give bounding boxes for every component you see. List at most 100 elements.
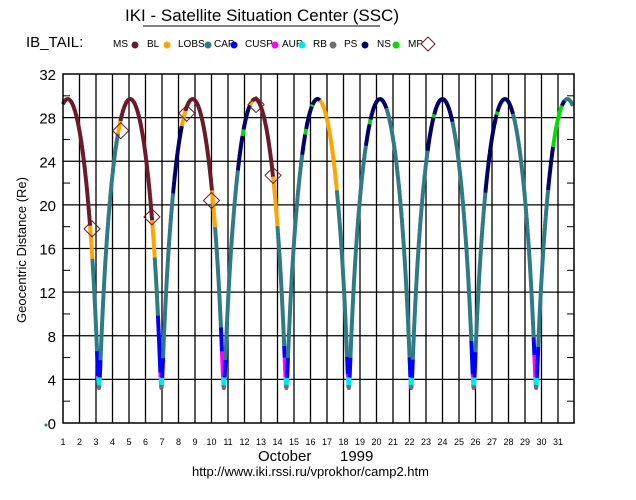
orbit-segment-bl (271, 174, 280, 229)
x-tick-label: 10 (206, 437, 216, 447)
orbit-segment-cap (531, 336, 537, 357)
orbit-segment-lobs (152, 256, 160, 318)
orbit-segment-ps (559, 98, 567, 108)
x-axis-month: October (258, 448, 311, 465)
orbit-segment-ps (310, 97, 322, 107)
orbit-segment-lobs (510, 111, 536, 340)
x-tick-label: 12 (239, 437, 249, 447)
legend-label-ps: PS (344, 39, 358, 50)
magnetopause-crossing-marker (202, 191, 221, 210)
legend-marker-bl (163, 41, 171, 49)
x-tick-label: 13 (256, 437, 266, 447)
x-tick-label: 14 (272, 437, 282, 447)
x-tick-label: 28 (503, 437, 513, 447)
orbit-segment-lobs (473, 190, 488, 354)
x-tick-label: 31 (553, 437, 563, 447)
x-tick-label: 25 (454, 437, 464, 447)
orbit-segment-lobs (334, 188, 350, 359)
orbit-segment-lobs (275, 224, 287, 349)
legend-label-bl: BL (147, 39, 160, 50)
orbit-segment-rb (346, 383, 352, 391)
legend: MS BL LOBS CAP CUSP AUR RB PS NS MP (113, 36, 436, 52)
orbit-segment-cap (472, 350, 478, 379)
y-tick-label: 32 (39, 67, 56, 84)
y-tick-label: 4 (48, 372, 56, 389)
origin-dot (44, 423, 48, 427)
magnetopause-crossing-marker (112, 122, 130, 140)
x-tick-label: 19 (355, 437, 365, 447)
orbit-segment-cusp (219, 350, 226, 379)
orbit-segment-lobs (90, 257, 100, 354)
x-tick-label: 9 (192, 437, 197, 447)
orbit-segment-cap (155, 314, 163, 375)
legend-label-mp: MP (408, 39, 423, 50)
orbit-segment-ps (546, 145, 556, 192)
orbit-segment-ps (368, 97, 389, 122)
orbit-segment-lobs (450, 119, 474, 344)
orbit-segment-lobs (161, 191, 176, 360)
orbit-segment-bl (88, 224, 95, 261)
y-tick-label: 12 (39, 285, 56, 302)
x-tick-label: 17 (322, 437, 332, 447)
orbit-segment-ps (363, 122, 372, 148)
legend-label-cusp: CUSP (245, 39, 273, 50)
orbit-segment-ps (304, 104, 314, 131)
x-tick-label: 6 (143, 437, 148, 447)
legend-marker-ms (131, 41, 139, 49)
orbit-segment-cap (469, 339, 475, 376)
orbit-segment-cap (285, 356, 290, 380)
orbit-segment-ps (483, 112, 499, 195)
x-tick-label: 5 (126, 437, 131, 447)
orbit-segment-lobs (98, 131, 120, 362)
orbit-segment-lobs (384, 106, 412, 360)
source-url: http://www.iki.rssi.ru/vprokhor/camp2.ht… (192, 464, 429, 479)
orbit-segment-cap (345, 355, 350, 376)
orbit-segment-ms (183, 97, 214, 193)
orbit-segment-rb (221, 383, 227, 391)
x-tick-label: 8 (176, 437, 181, 447)
x-tick-label: 2 (77, 437, 82, 447)
orbit-segment-bl (150, 218, 157, 260)
orbit-segment-lobs (223, 168, 240, 362)
orbit-segment-ps (241, 103, 252, 132)
legend-marker-cusp (271, 41, 279, 49)
legend-label-rb: RB (313, 39, 327, 50)
orbit-segment-rb (471, 383, 477, 391)
orbit-segment-rb (96, 383, 102, 391)
legend-label-cap: CAP (214, 39, 235, 50)
y-tick-label: 28 (39, 111, 56, 128)
orbit-series (61, 97, 575, 391)
y-tick-label: 16 (39, 242, 56, 259)
x-tick-label: 30 (536, 437, 546, 447)
legend-label-aur: AUR (282, 39, 303, 50)
orbit-segment-cap (95, 350, 101, 378)
orbit-segment-ps (495, 97, 515, 116)
orbit-segment-ms (61, 97, 93, 228)
y-tick-label: 0 (48, 416, 56, 433)
x-tick-label: 1 (60, 437, 65, 447)
x-tick-label: 27 (487, 437, 497, 447)
legend-label-lobs: LOBS (178, 39, 205, 50)
x-tick-labels: 1 2 3 4 5 6 7 8 9 10 11 12 13 14 15 16 17 18 19 20 21 22 23 24 2… (60, 437, 563, 447)
y-tick-label: 20 (39, 198, 56, 215)
legend-marker-mp-diamond (420, 36, 436, 52)
orbit-segment-ns (240, 127, 246, 138)
x-tick-label: 23 (421, 437, 431, 447)
orbit-segment-lobs (213, 225, 223, 330)
orbit-segment-ms (118, 97, 155, 223)
legend-marker-lobs (204, 41, 212, 49)
orbit-segment-rb (158, 383, 164, 391)
legend-label-ms: MS (113, 39, 128, 50)
orbit-segment-ps (425, 115, 436, 153)
orbit-segment-ms (250, 97, 276, 179)
magnetopause-crossing-marker (83, 220, 101, 238)
legend-marker-ps (361, 41, 369, 49)
orbit-segment-cap (222, 358, 228, 379)
legend-marker-aur (298, 41, 306, 49)
orbit-segment-bl (317, 98, 339, 193)
y-tick-label: 8 (48, 329, 56, 346)
x-tick-label: 4 (110, 437, 115, 447)
x-tick-label: 11 (223, 437, 232, 447)
x-tick-label: 15 (289, 437, 299, 447)
